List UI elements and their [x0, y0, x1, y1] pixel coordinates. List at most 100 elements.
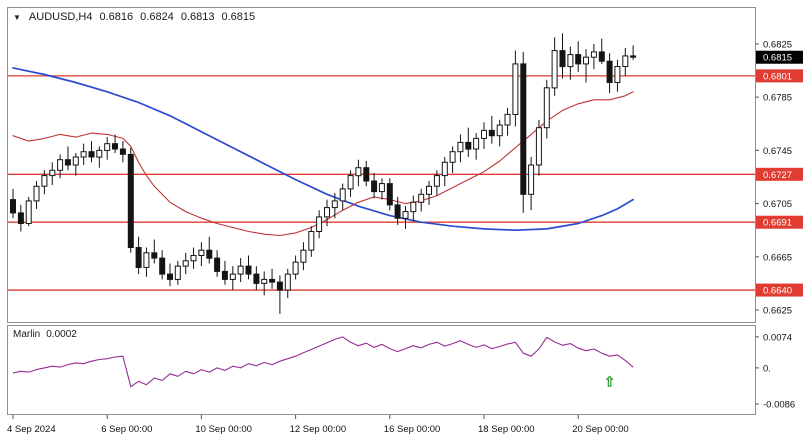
candle-body: [488, 129, 495, 137]
candle-body: [622, 55, 629, 68]
time-axis-label[interactable]: 12 Sep 00:00: [290, 424, 347, 435]
price-axis-label: 0.6825: [763, 39, 792, 50]
candle-body: [10, 199, 16, 214]
quote-low: 0.6813: [180, 11, 215, 23]
candle-body: [292, 261, 299, 275]
collapse-triangle-icon[interactable]: ▼: [13, 12, 21, 22]
candle-body: [347, 175, 354, 190]
quote-close: 0.6815: [221, 11, 256, 23]
main-price-panel[interactable]: [7, 7, 756, 323]
candle-body: [583, 56, 589, 65]
candle-body: [339, 188, 346, 202]
candle-body: [221, 270, 228, 280]
candle-body: [551, 50, 558, 89]
candle-body: [127, 153, 134, 248]
candle-body: [245, 265, 252, 275]
candle-body: [355, 167, 362, 177]
candle-body: [418, 193, 425, 203]
time-axis-label[interactable]: 6 Sep 00:00: [101, 424, 152, 435]
candle-body: [386, 183, 393, 206]
price-box: [756, 215, 803, 229]
price-box: [756, 69, 803, 83]
candle-body: [331, 200, 338, 209]
candle-body: [64, 159, 71, 166]
time-axis-label[interactable]: 10 Sep 00:00: [195, 424, 252, 435]
candle-body: [17, 212, 24, 224]
candle-body: [41, 175, 48, 187]
candle-body: [371, 180, 378, 193]
candle-body: [567, 54, 574, 68]
candle-body: [598, 51, 605, 62]
price-box-label: 0.6691: [763, 218, 792, 229]
candle-body: [151, 252, 158, 259]
price-axis-label: 0.6625: [763, 306, 792, 317]
candle-body: [496, 124, 503, 137]
price-box-label: 0.6727: [763, 170, 792, 181]
price-axis-label: 0.6665: [763, 252, 792, 263]
candle-body: [190, 255, 197, 262]
candle-body: [182, 260, 189, 267]
candle-body: [72, 156, 79, 166]
candle-body: [630, 55, 637, 58]
candle-body: [253, 273, 260, 284]
indicator-axis-label: 0.: [763, 363, 771, 374]
candle-body: [559, 50, 566, 68]
candle-body: [465, 141, 472, 150]
candle-body: [206, 249, 213, 259]
candle-body: [119, 148, 126, 155]
candle-body: [25, 200, 32, 224]
candle-body: [284, 273, 291, 291]
candle-body: [261, 278, 268, 284]
price-box: [756, 283, 803, 297]
candle-body: [449, 151, 456, 163]
candle-body: [104, 143, 111, 151]
candle-body: [143, 252, 150, 268]
candle-body: [269, 278, 276, 283]
time-axis-label[interactable]: 4 Sep 2024: [7, 424, 56, 435]
candle-body: [276, 281, 283, 291]
candle-body: [80, 151, 87, 158]
candle-body: [49, 169, 56, 177]
candle-body: [57, 159, 64, 171]
candle-body: [167, 273, 173, 280]
candle-body: [96, 149, 103, 158]
candle-body: [308, 231, 315, 251]
candle-body: [481, 129, 487, 139]
candle-body: [528, 164, 535, 195]
candle-body: [575, 54, 582, 65]
candle-body: [174, 265, 181, 280]
candle-body: [363, 167, 370, 182]
chart-header: ▼ AUDUSD,H4 0.6816 0.6824 0.6813 0.6815: [13, 11, 255, 23]
candle-body: [457, 141, 464, 153]
price-box-label: 0.6640: [763, 286, 792, 297]
quote-open: 0.6816: [99, 11, 134, 23]
candle-body: [504, 113, 511, 126]
indicator-header: Marlin 0.0002: [13, 329, 77, 340]
candle-body: [512, 63, 519, 115]
candle-body: [316, 216, 323, 232]
indicator-value: 0.0002: [46, 329, 77, 340]
quote-high: 0.6824: [140, 11, 174, 23]
time-axis-label[interactable]: 16 Sep 00:00: [384, 424, 441, 435]
candle-body: [198, 249, 205, 256]
candle-body: [88, 151, 95, 158]
indicator-panel[interactable]: [7, 325, 756, 415]
candle-body: [237, 265, 244, 275]
candle-body: [473, 137, 480, 150]
candle-body: [441, 161, 448, 177]
candle-body: [394, 204, 401, 219]
price-box: [756, 167, 803, 181]
indicator-axis-label: 0.0074: [763, 332, 792, 343]
candle-body: [229, 273, 236, 280]
candle-body: [214, 257, 221, 272]
candle-body: [433, 175, 440, 187]
candle-body: [135, 247, 142, 268]
price-axis-label: 0.6785: [763, 93, 792, 104]
candle-body: [33, 185, 40, 202]
candle-body: [614, 66, 621, 83]
candle-body: [300, 249, 307, 263]
time-axis-label[interactable]: 18 Sep 00:00: [478, 424, 535, 435]
time-axis-label[interactable]: 20 Sep 00:00: [572, 424, 629, 435]
